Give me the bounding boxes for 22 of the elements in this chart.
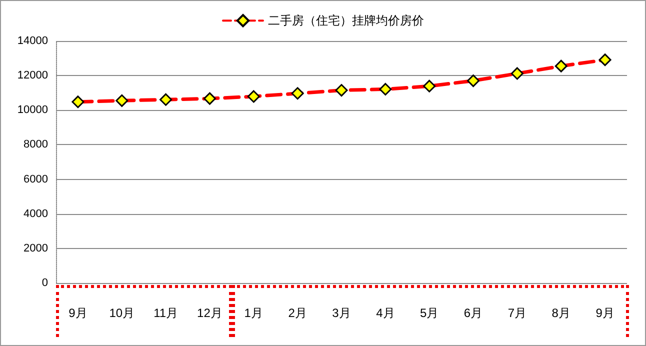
y-tick-label: 14000: [17, 35, 48, 47]
x-tick-label: 9月: [68, 306, 88, 320]
x-tick-label: 9月: [596, 306, 614, 320]
x-tick-label: 5月: [420, 306, 439, 320]
y-tick-label: 6000: [24, 173, 48, 186]
y-tick-label: 2000: [24, 242, 48, 254]
legend-label: 二手房（住宅）挂牌均价房价: [268, 14, 424, 28]
y-tick-label: 10000: [17, 104, 48, 116]
x-tick-label: 3月: [332, 306, 351, 320]
x-tick-label: 10月: [109, 306, 135, 320]
x-tick-label: 12月: [197, 306, 222, 320]
x-tick-label: 8月: [552, 306, 570, 320]
y-tick-label: 12000: [17, 70, 48, 82]
y-tick-label: 8000: [24, 138, 48, 151]
x-tick-label: 2月: [288, 306, 307, 320]
x-tick-label: 6月: [464, 306, 483, 320]
x-tick-label: 1月: [244, 306, 263, 320]
x-tick-label: 11月: [154, 306, 178, 320]
x-tick-label: 4月: [376, 306, 395, 320]
y-tick-label: 4000: [24, 208, 48, 220]
y-tick-label: 0: [42, 277, 48, 289]
x-tick-label: 7月: [508, 306, 527, 320]
